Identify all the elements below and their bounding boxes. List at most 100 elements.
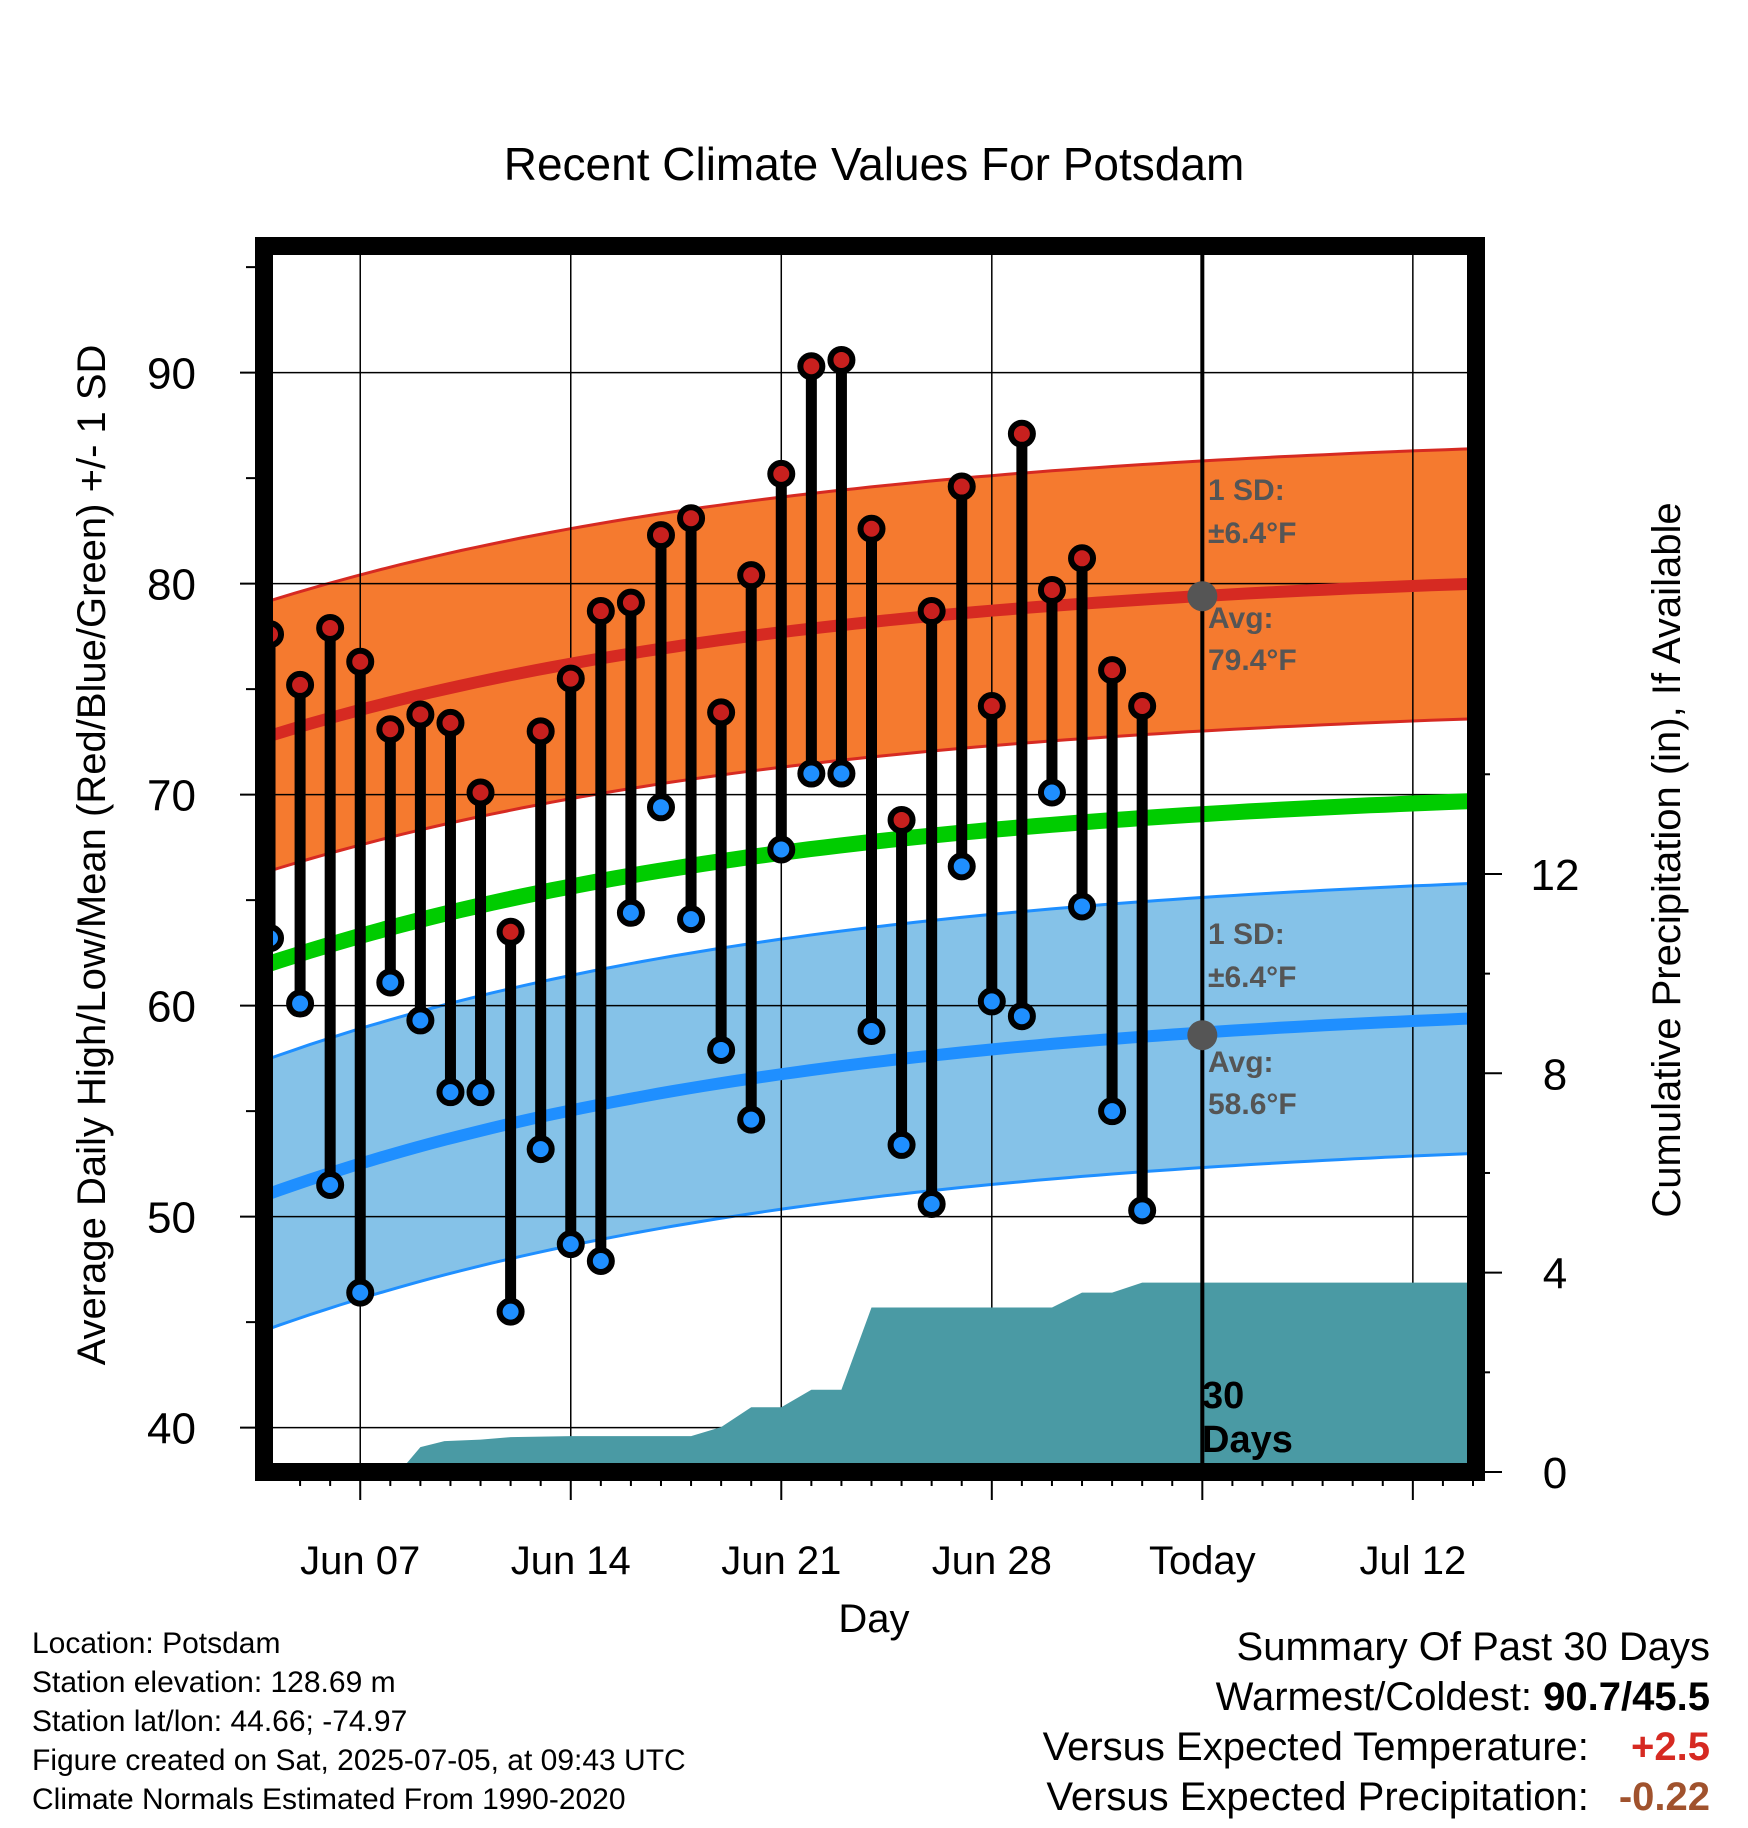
x-tick-label-28: Jun 28 — [932, 1539, 1052, 1583]
obs-high-point-12 — [496, 917, 525, 946]
obs-low-point-16 — [616, 898, 645, 927]
obs-high-point-24 — [857, 514, 886, 543]
low-avg-value: 58.6°F — [1208, 1088, 1297, 1121]
obs-high-point-28 — [977, 692, 1006, 721]
x-tick-label-42: Jul 12 — [1359, 1539, 1466, 1583]
y2-axis-label: Cumulative Precipitation (in), If Availa… — [1645, 502, 1689, 1217]
obs-high-point-5 — [286, 670, 315, 699]
low-sd-label: 1 SD: — [1208, 918, 1285, 951]
obs-high-point-31 — [1068, 544, 1097, 573]
x-axis-label: Day — [838, 1597, 909, 1641]
obs-low-point-32 — [1098, 1097, 1127, 1126]
obs-low-point-13 — [526, 1135, 555, 1164]
obs-high-point-13 — [526, 717, 555, 746]
obs-low-point-10 — [436, 1078, 465, 1107]
precip-value: -0.22 — [1618, 1775, 1710, 1819]
obs-high-point-8 — [376, 715, 405, 744]
today-days-label-line: 30 — [1202, 1375, 1244, 1417]
y-tick-label-40: 40 — [147, 1405, 196, 1454]
plot-frame — [255, 237, 1485, 1481]
obs-low-point-17 — [646, 793, 675, 822]
y-tick-label-80: 80 — [147, 561, 196, 610]
obs-low-point-9 — [406, 1006, 435, 1035]
low-normal-line — [261, 1012, 1477, 1202]
obs-high-point-20 — [737, 561, 766, 590]
obs-low-point-11 — [466, 1078, 495, 1107]
y-tick-label-50: 50 — [147, 1194, 196, 1243]
today-days-label: 30 Days — [1202, 1375, 1293, 1461]
obs-high-point-16 — [616, 588, 645, 617]
x-tick-label-7: Jun 07 — [300, 1539, 420, 1583]
obs-low-point-30 — [1037, 778, 1066, 807]
obs-high-point-18 — [677, 504, 706, 533]
today-high-avg-dot — [1187, 581, 1218, 612]
obs-low-point-23 — [827, 759, 856, 788]
elevation-text: Station elevation: 128.69 m — [32, 1666, 396, 1699]
high-avg-label: Avg: — [1208, 602, 1274, 635]
normals-text: Climate Normals Estimated From 1990-2020 — [32, 1783, 626, 1816]
low-avg-label: Avg: — [1208, 1046, 1274, 1079]
obs-high-point-9 — [406, 700, 435, 729]
x-tick-label-35: Today — [1149, 1539, 1256, 1583]
obs-high-point-14 — [556, 664, 585, 693]
chart-title: Recent Climate Values For Potsdam — [504, 138, 1245, 190]
obs-high-point-7 — [346, 647, 375, 676]
warm-cold-value: 90.7/45.5 — [1543, 1675, 1710, 1719]
y2-tick-label-8: 8 — [1543, 1050, 1567, 1099]
y-tick-label-90: 90 — [147, 350, 196, 399]
y-tick-label-60: 60 — [147, 983, 196, 1032]
obs-low-point-20 — [737, 1105, 766, 1134]
obs-high-point-15 — [586, 597, 615, 626]
summary-warm-cold: Warmest/Coldest: 90.7/45.5 — [1043, 1672, 1710, 1722]
high-sd-value: ±6.4°F — [1208, 517, 1297, 550]
annotations: 1 SD: ±6.4°F Avg: 79.4°F 1 SD: ±6.4°F Av… — [1202, 474, 1297, 1461]
obs-high-point-33 — [1128, 692, 1157, 721]
obs-low-point-14 — [556, 1230, 585, 1259]
axes: 40 50 60 70 80 90 0 4 8 12 Jun 07 Jun 14 Jun 21 Jun 2… — [147, 266, 1580, 1583]
obs-low-point-26 — [917, 1190, 946, 1219]
obs-high-point-10 — [436, 708, 465, 737]
summary-temp: Versus Expected Temperature: +2.5 — [1043, 1722, 1710, 1772]
obs-low-point-27 — [947, 852, 976, 881]
warm-cold-label: Warmest/Coldest: — [1215, 1675, 1533, 1719]
obs-high-point-25 — [887, 805, 916, 834]
today-low-avg-dot — [1187, 1020, 1218, 1051]
obs-high-point-23 — [827, 345, 856, 374]
x-tick-label-14: Jun 14 — [511, 1539, 631, 1583]
obs-low-point-21 — [767, 835, 796, 864]
today-days-label-line: Days — [1202, 1419, 1293, 1461]
obs-high-point-26 — [917, 597, 946, 626]
x-tick-label-21: Jun 21 — [721, 1539, 841, 1583]
today-line — [1187, 246, 1218, 1472]
obs-high-point-22 — [797, 352, 826, 381]
precip-cumulative-area — [399, 1282, 1476, 1472]
obs-low-point-18 — [677, 905, 706, 934]
obs-high-point-29 — [1007, 419, 1036, 448]
obs-low-point-22 — [797, 759, 826, 788]
obs-high-point-17 — [646, 521, 675, 550]
obs-high-point-27 — [947, 472, 976, 501]
created-text: Figure created on Sat, 2025-07-05, at 09… — [32, 1744, 686, 1777]
summary-panel: Summary Of Past 30 Days Warmest/Coldest:… — [1043, 1622, 1710, 1822]
precip-label: Versus Expected Precipitation: — [1046, 1775, 1589, 1819]
obs-low-point-19 — [707, 1035, 736, 1064]
low-band-lower-edge — [263, 1151, 1477, 1333]
high-avg-value: 79.4°F — [1208, 644, 1297, 677]
obs-high-point-6 — [316, 613, 345, 642]
obs-low-point-7 — [346, 1278, 375, 1307]
obs-low-point-25 — [887, 1130, 916, 1159]
plot-border — [255, 237, 1485, 1481]
obs-low-point-5 — [286, 989, 315, 1018]
obs-low-point-33 — [1128, 1196, 1157, 1225]
location-text: Location: Potsdam — [32, 1627, 281, 1660]
temp-value: +2.5 — [1631, 1725, 1710, 1769]
y2-tick-label-12: 12 — [1531, 851, 1580, 900]
precipitation-area — [399, 1282, 1476, 1472]
obs-high-point-32 — [1098, 656, 1127, 685]
obs-low-point-6 — [316, 1171, 345, 1200]
obs-low-point-31 — [1068, 892, 1097, 921]
high-sd-label: 1 SD: — [1208, 474, 1285, 507]
obs-low-point-12 — [496, 1297, 525, 1326]
station-info: Location: Potsdam Station elevation: 128… — [32, 1624, 686, 1819]
